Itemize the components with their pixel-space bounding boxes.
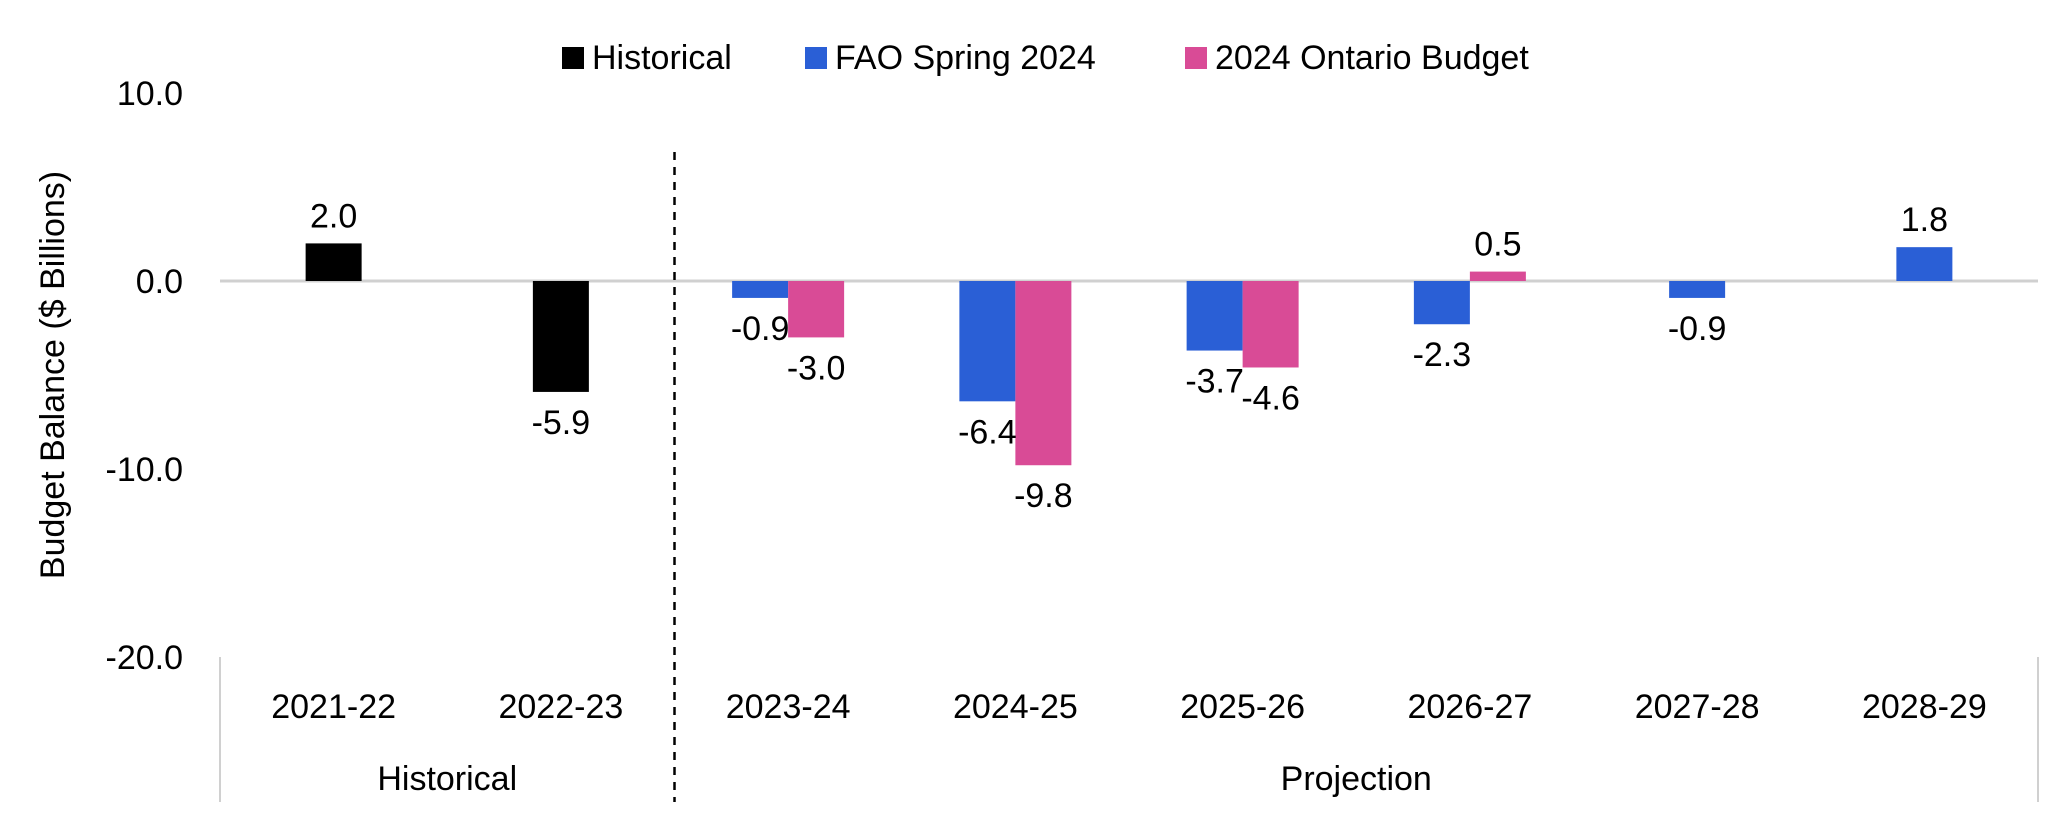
bar-2022-23-series-1 [532, 281, 589, 392]
legend-swatch [805, 47, 827, 69]
legend-item-2: FAO Spring 2024 [805, 39, 1096, 77]
group-label: Projection [1281, 760, 1432, 798]
legend-label: FAO Spring 2024 [835, 39, 1096, 77]
x-tick-label: 2028-29 [1862, 688, 1987, 726]
data-label: 0.5 [1474, 226, 1521, 264]
x-tick-label: 2022-23 [498, 688, 623, 726]
bar-2025-26-series-2 [1186, 281, 1243, 351]
data-label: -9.8 [1014, 477, 1073, 515]
data-label: 1.8 [1901, 201, 1948, 239]
bar-2026-27-series-3 [1469, 271, 1526, 281]
data-label: -3.0 [787, 349, 846, 387]
x-tick-label: 2024-25 [953, 688, 1078, 726]
legend-item-3: 2024 Ontario Budget [1185, 39, 1529, 77]
bar-2021-22-series-1 [305, 243, 362, 281]
y-tick-label: 0.0 [136, 263, 183, 301]
data-label: -3.7 [1185, 363, 1244, 401]
legend-label: 2024 Ontario Budget [1215, 39, 1529, 77]
bar-2025-26-series-3 [1242, 281, 1299, 368]
bar-2023-24-series-2 [732, 281, 789, 298]
data-label: -0.9 [731, 310, 790, 348]
data-labels: 2.0-5.9-0.9-3.0-6.4-9.8-3.7-4.6-2.30.5-0… [310, 197, 1948, 515]
data-label: -2.3 [1413, 336, 1472, 374]
bar-2023-24-series-3 [788, 281, 845, 338]
y-axis-title: Budget Balance ($ Billions) [34, 171, 72, 579]
y-tick-label: -10.0 [106, 451, 184, 489]
bar-2027-28-series-2 [1669, 281, 1726, 298]
data-label: 2.0 [310, 197, 357, 235]
y-tick-label: 10.0 [117, 75, 183, 113]
bar-2024-25-series-2 [959, 281, 1016, 402]
x-tick-label: 2025-26 [1180, 688, 1305, 726]
y-axis: Budget Balance ($ Billions) 10.0 0.0 -10.0 -… [34, 75, 183, 677]
legend: Historical FAO Spring 2024 2024 Ontario Bu… [562, 39, 1529, 77]
x-tick-label: 2027-28 [1635, 688, 1760, 726]
data-label: -5.9 [532, 404, 591, 442]
x-tick-label: 2021-22 [271, 688, 396, 726]
x-axis: 2021-22 2022-23 2023-24 2024-25 2025-26 2026-… [219, 152, 2039, 802]
data-label: -6.4 [958, 413, 1017, 451]
bar-2028-29-series-2 [1896, 247, 1953, 281]
legend-swatch [562, 47, 584, 69]
bars [305, 243, 1953, 466]
group-label: Historical [377, 760, 517, 798]
legend-swatch [1185, 47, 1207, 69]
x-tick-label: 2026-27 [1407, 688, 1532, 726]
bar-2026-27-series-2 [1413, 281, 1470, 325]
bar-2024-25-series-3 [1015, 281, 1072, 466]
x-tick-label: 2023-24 [726, 688, 851, 726]
data-label: -4.6 [1241, 379, 1300, 417]
legend-label: Historical [592, 39, 732, 77]
data-label: -0.9 [1668, 310, 1727, 348]
legend-item-1: Historical [562, 39, 732, 77]
y-tick-label: -20.0 [106, 639, 184, 677]
